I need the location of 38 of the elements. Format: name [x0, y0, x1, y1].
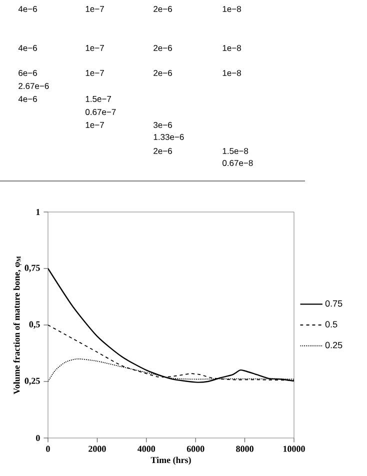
text: 0.67e−8 — [222, 160, 253, 166]
x-tick-label: 6000 — [186, 446, 204, 452]
text: 1e−7 — [86, 6, 104, 12]
text: 2e−6 — [154, 70, 172, 76]
text: 4e−6 — [18, 96, 37, 102]
text: 1e−7 — [86, 45, 104, 51]
text: 1.5e−8 — [222, 148, 248, 154]
text: 1.5e−7 — [86, 96, 112, 102]
text: 2.67e−6 — [18, 82, 49, 89]
text: 1e−8 — [222, 6, 241, 12]
text: 0.67e−7 — [86, 108, 116, 115]
y-tick-label: 0,5 — [29, 321, 40, 329]
text: 4e−6 — [18, 44, 37, 51]
y-tick-label: 0 — [36, 434, 40, 442]
x-tick-label: 0 — [46, 446, 50, 452]
x-tick-label: 10000 — [283, 446, 305, 452]
y-tick-label: 0,25 — [24, 378, 40, 386]
y-tick-label: 1 — [36, 209, 40, 215]
text: 2e−6 — [154, 44, 172, 51]
text: 1e−7 — [86, 122, 104, 128]
text: 1e−8 — [222, 44, 241, 51]
text: 1.33e−6 — [154, 134, 184, 140]
text: 4e−6 — [18, 6, 37, 12]
text: 1e−7 — [86, 70, 104, 76]
x-tick-label: 2000 — [88, 446, 106, 452]
x-tick-label: 8000 — [236, 446, 254, 452]
x-axis-title: Time (hrs) — [150, 456, 191, 465]
text: 6e−6 — [18, 70, 37, 76]
text: 2e−6 — [154, 6, 172, 12]
text: 1e−8 — [222, 70, 241, 76]
y-axis-title: Volume fraction of mature bone, φ$_{M}$ — [13, 256, 22, 394]
y-tick-label: 0,75 — [24, 264, 40, 272]
legend-label: 0.5 — [325, 321, 338, 328]
x-tick-label: 4000 — [138, 446, 156, 452]
text: 2e−6 — [154, 148, 172, 154]
legend-label: 0.25 — [325, 342, 342, 348]
text: 3e−6 — [154, 122, 172, 128]
legend-label: 0.75 — [325, 300, 342, 307]
